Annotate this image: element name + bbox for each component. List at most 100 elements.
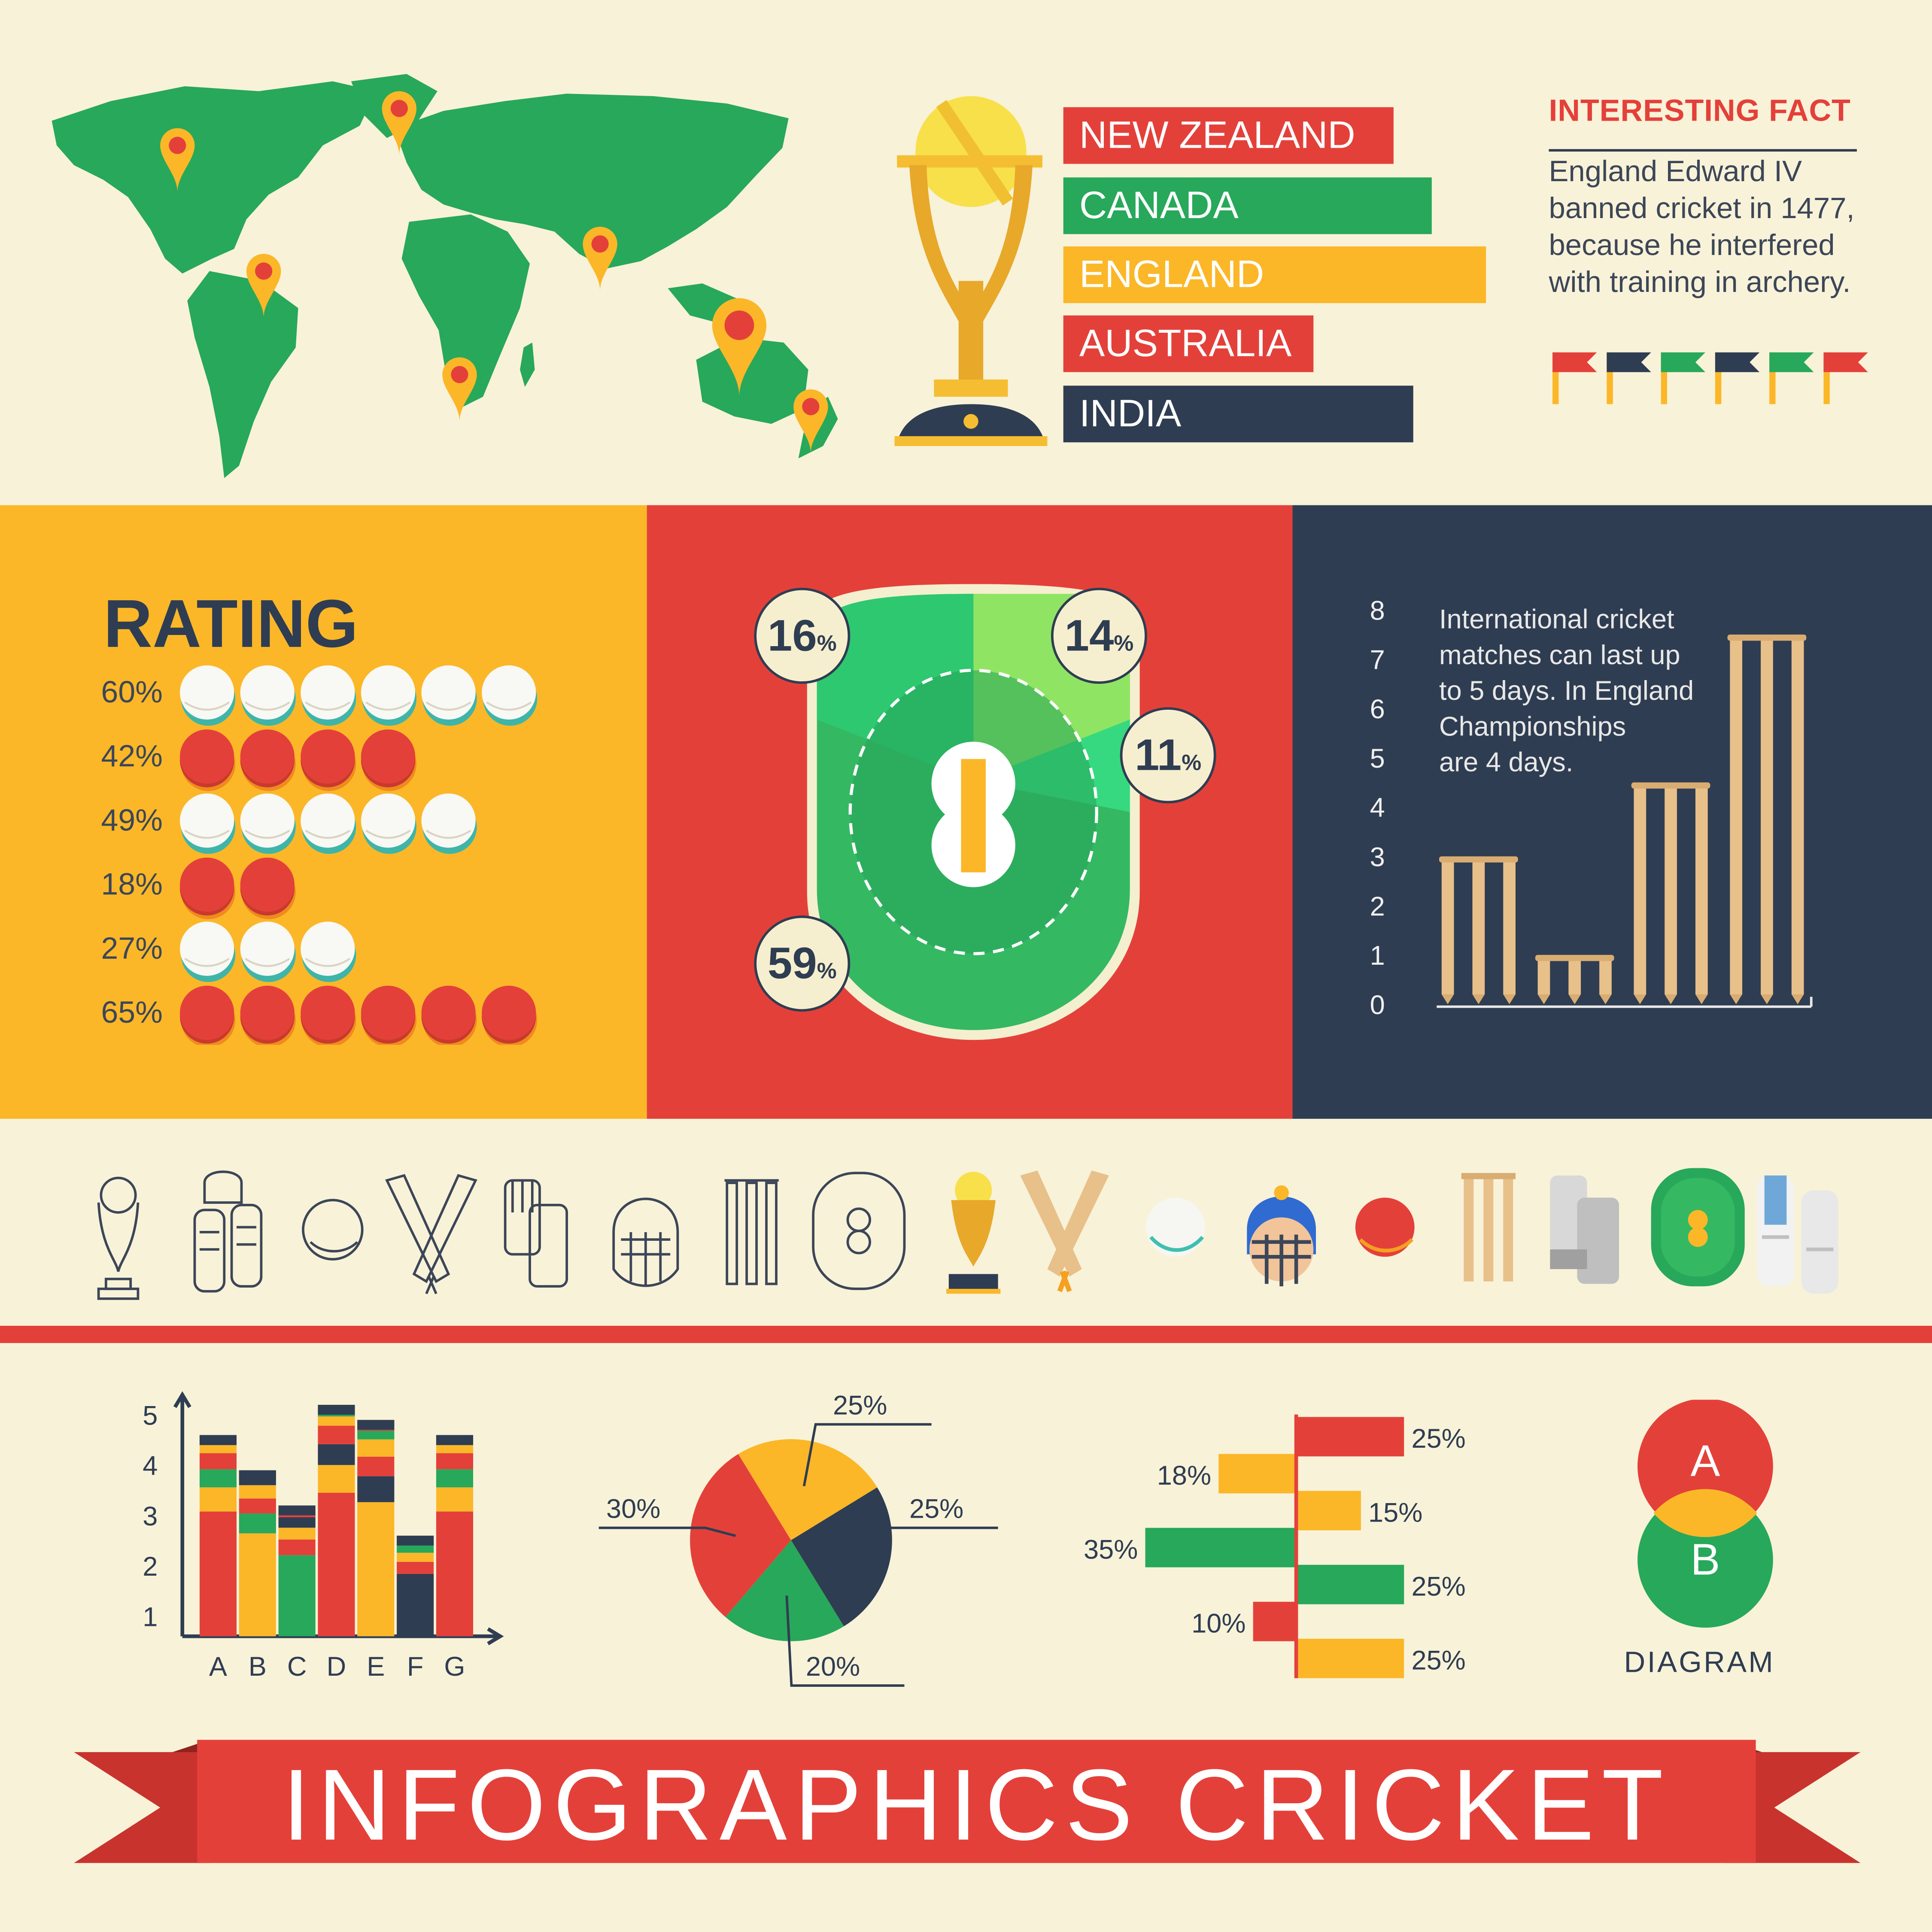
duration-note-line-1: International cricket xyxy=(1439,604,1674,635)
venn-label-a: A xyxy=(1690,1436,1720,1485)
crossed-bats-outline-icon xyxy=(385,1174,477,1294)
duration-note-line-2: matches can last up xyxy=(1439,639,1680,671)
white-ball-icon xyxy=(421,793,477,854)
crossed-bats-color-icon xyxy=(1020,1170,1109,1292)
stumps-color-icon xyxy=(1461,1173,1516,1282)
x-tick-label: C xyxy=(287,1652,307,1682)
white-ball-icon xyxy=(482,665,538,726)
field-badge-value: 14 xyxy=(1064,610,1114,661)
field-badge-unit: % xyxy=(817,630,837,655)
diverging-bar xyxy=(1296,1638,1404,1678)
red-ball-icon xyxy=(1355,1197,1415,1257)
white-ball-icon xyxy=(301,793,356,854)
duration-note-line-4: Championships xyxy=(1439,711,1626,742)
white-ball-icon xyxy=(361,665,417,726)
field-badge-59: 59% xyxy=(754,915,851,1012)
y-tick-label: 1 xyxy=(143,1602,158,1632)
trophy-color-icon xyxy=(946,1172,1001,1294)
pie-leader-line xyxy=(785,1595,905,1687)
pie-slice xyxy=(738,1439,878,1540)
country-bar-england: ENGLAND xyxy=(1063,246,1486,303)
fact-line-4: with training in archery. xyxy=(1549,266,1851,300)
country-label: INDIA xyxy=(1079,392,1182,435)
pie-chart: 25% 25% 20% 30% xyxy=(598,1391,998,1687)
white-ball-icon xyxy=(240,665,296,726)
venn-caption: DIAGRAM xyxy=(1624,1646,1775,1680)
flag-icon xyxy=(1607,352,1651,404)
flag-icon xyxy=(1823,352,1868,404)
x-tick-label: B xyxy=(249,1652,267,1682)
white-ball-icon xyxy=(1146,1197,1205,1257)
cricket-icon-row xyxy=(97,1168,1838,1300)
duration-chart: 0 1 2 3 4 5 6 7 8 xyxy=(1370,596,1813,1020)
white-ball-icon xyxy=(180,921,236,982)
country-bar-canada: CANADA xyxy=(1063,177,1432,234)
venn-label-b: B xyxy=(1690,1534,1720,1584)
field-badge-value: 59 xyxy=(767,937,817,988)
white-ball-icon xyxy=(301,921,356,982)
y-tick-label: 7 xyxy=(1370,645,1385,675)
red-ball-icon xyxy=(361,729,417,791)
stacked-bar xyxy=(239,1470,276,1637)
y-tick-label: 0 xyxy=(1370,990,1385,1020)
stacked-bar xyxy=(397,1535,434,1637)
field-badge-14: 14% xyxy=(1051,587,1147,684)
red-ball-icon xyxy=(361,985,417,1045)
red-ball-icon xyxy=(240,985,296,1045)
world-map xyxy=(52,74,838,478)
x-tick-label: F xyxy=(407,1652,424,1682)
pie-slice xyxy=(690,1454,791,1617)
white-ball-icon xyxy=(240,793,296,854)
red-ball-icon xyxy=(180,857,236,919)
fact-title: INTERESTING FACT xyxy=(1549,94,1851,128)
gloves-outline-icon xyxy=(504,1179,568,1288)
stacked-bar xyxy=(278,1505,316,1637)
y-tick-label: 5 xyxy=(143,1401,158,1431)
pie-leader-line xyxy=(844,1526,998,1554)
white-ball-icon xyxy=(180,665,236,726)
field-badge-11: 11% xyxy=(1120,707,1216,804)
stumps-bar xyxy=(1727,634,1807,1004)
pitch-outline-icon xyxy=(812,1172,906,1290)
country-label: AUSTRALIA xyxy=(1079,322,1292,365)
rating-title: RATING xyxy=(103,585,358,662)
flag-icon xyxy=(1715,352,1760,404)
y-tick-label: 2 xyxy=(1370,891,1385,921)
field-badge-unit: % xyxy=(817,958,837,983)
diverging-bar-chart: 25% 18% 15% 35% 25% 10% 25% xyxy=(1084,1414,1466,1678)
diverging-bar xyxy=(1296,1491,1361,1531)
x-tick-label: E xyxy=(367,1652,385,1682)
ball-outline-icon xyxy=(302,1199,364,1261)
bar-value-label: 15% xyxy=(1368,1498,1422,1528)
bar-value-label: 10% xyxy=(1191,1609,1245,1639)
pie-leader-line xyxy=(598,1526,736,1537)
diverging-bar xyxy=(1218,1454,1297,1494)
fact-line-3: because he interfered xyxy=(1549,229,1835,263)
y-tick-label: 5 xyxy=(1370,744,1385,774)
rating-balls xyxy=(180,665,538,1045)
rating-label-1: 60% xyxy=(101,675,163,710)
rating-label-4: 18% xyxy=(101,867,163,902)
trophy-outline-icon xyxy=(97,1176,140,1300)
flag-icon xyxy=(1661,352,1705,404)
white-ball-icon xyxy=(421,665,477,726)
diverging-bar xyxy=(1296,1417,1404,1457)
pie-label: 25% xyxy=(833,1391,887,1421)
duration-note: International cricket matches can last u… xyxy=(1439,601,1735,780)
duration-note-line-5: are 4 days. xyxy=(1439,747,1574,778)
field-badge-16: 16% xyxy=(754,587,851,684)
field-badge-unit: % xyxy=(1114,630,1134,655)
rating-label-6: 65% xyxy=(101,995,163,1030)
red-ball-icon xyxy=(482,985,538,1045)
stumps-bar xyxy=(1535,955,1614,1004)
white-ball-icon xyxy=(180,793,236,854)
x-tick-label: G xyxy=(444,1652,465,1682)
gloves-color-icon xyxy=(1550,1175,1619,1284)
red-ball-icon xyxy=(180,729,236,791)
country-bar-new-zealand: NEW ZEALAND xyxy=(1063,107,1394,164)
y-tick-label: 6 xyxy=(1370,694,1385,724)
page-title: INFOGRAPHICS CRICKET xyxy=(282,1750,1671,1862)
pie-label: 30% xyxy=(606,1494,660,1524)
rating-label-2: 42% xyxy=(101,739,163,774)
bar-value-label: 35% xyxy=(1084,1534,1138,1564)
